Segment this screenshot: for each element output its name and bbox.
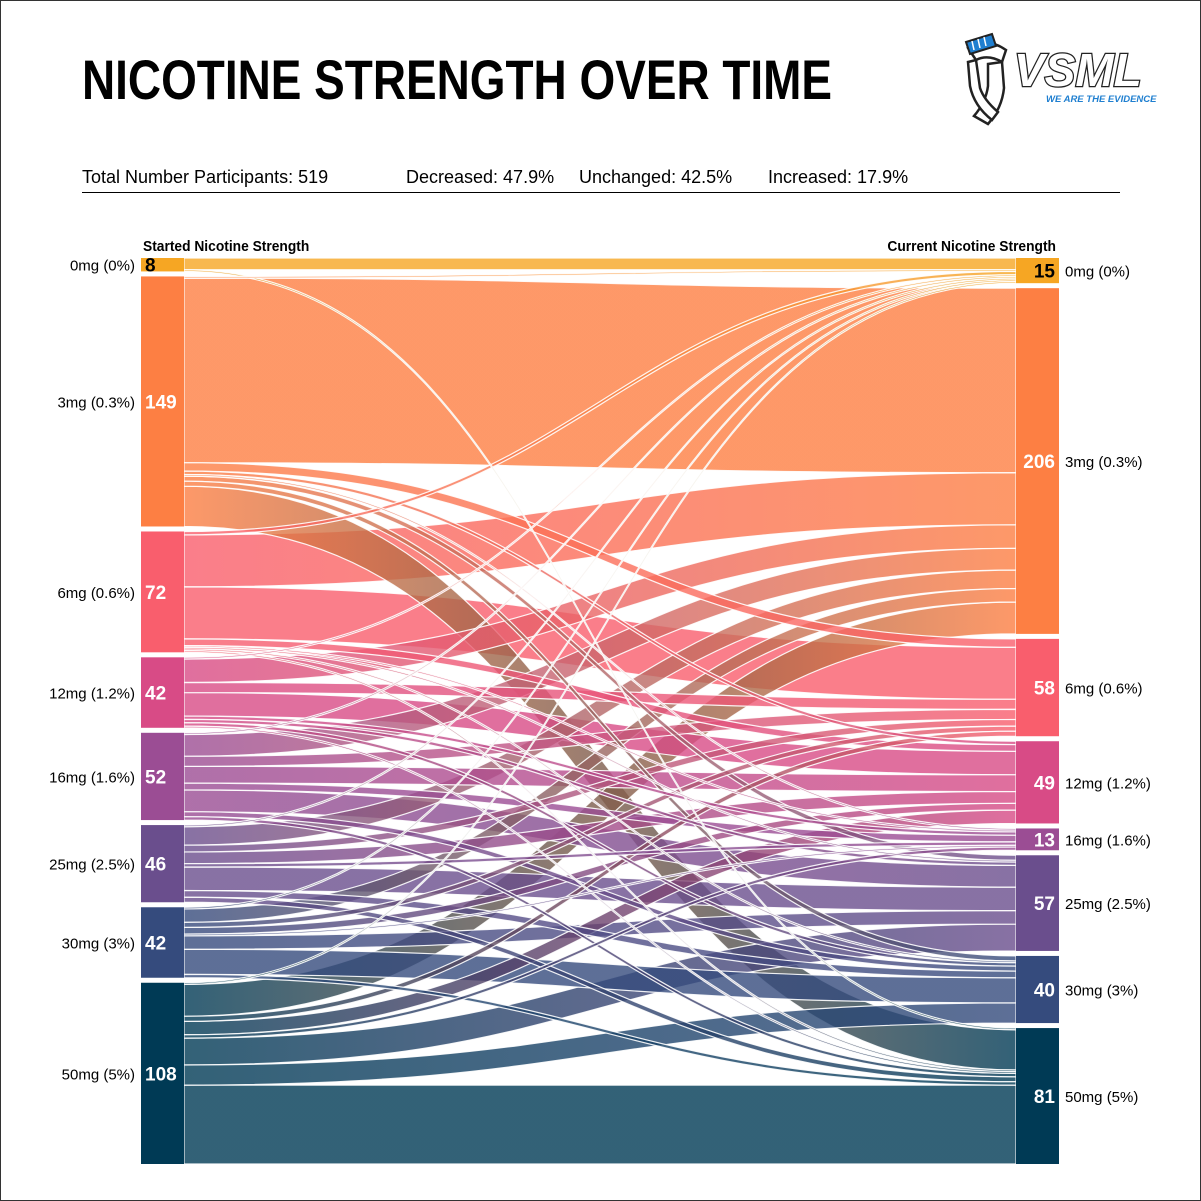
left-node-16mg bbox=[141, 732, 184, 821]
left-node-value: 8 bbox=[145, 256, 156, 277]
right-node-value: 15 bbox=[1034, 262, 1056, 283]
left-node-label: 0mg (0%) bbox=[70, 258, 135, 275]
flow-50mg-to-25mg bbox=[183, 923, 1017, 1066]
vsml-logo: VSML WE ARE THE EVIDENCE bbox=[964, 32, 1157, 126]
right-node-50mg bbox=[1016, 1028, 1059, 1164]
left-node-label: 16mg (1.6%) bbox=[49, 769, 135, 786]
right-node-label: 25mg (2.5%) bbox=[1065, 896, 1151, 913]
nodes-layer bbox=[141, 258, 1059, 1164]
left-node-label: 12mg (1.2%) bbox=[49, 686, 135, 703]
left-node-3mg bbox=[141, 276, 184, 527]
right-node-label: 50mg (5%) bbox=[1065, 1089, 1138, 1106]
right-node-30mg bbox=[1016, 955, 1059, 1024]
left-node-value: 72 bbox=[145, 583, 166, 604]
right-header: Current Nicotine Strength bbox=[887, 239, 1056, 256]
summary-stats: Total Number Participants: 519 Decreased… bbox=[82, 166, 1120, 193]
links-layer bbox=[183, 257, 1017, 1165]
left-node-12mg bbox=[141, 657, 184, 728]
right-node-value: 13 bbox=[1034, 830, 1055, 851]
page-title: NICOTINE STRENGTH OVER TIME bbox=[82, 48, 833, 111]
stat-decreased: Decreased: 47.9% bbox=[406, 167, 555, 187]
left-node-value: 52 bbox=[145, 767, 166, 788]
right-node-value: 58 bbox=[1034, 679, 1055, 700]
right-node-label: 6mg (0.6%) bbox=[1065, 681, 1143, 698]
right-node-6mg bbox=[1016, 638, 1059, 737]
stat-total: Total Number Participants: 519 bbox=[82, 167, 329, 187]
left-node-0mg bbox=[141, 258, 184, 272]
right-node-label: 0mg (0%) bbox=[1065, 264, 1130, 281]
right-node-value: 81 bbox=[1034, 1087, 1056, 1108]
left-node-value: 46 bbox=[145, 855, 166, 876]
ribbon-icon bbox=[964, 32, 1008, 126]
right-node-value: 57 bbox=[1034, 894, 1055, 915]
right-node-value: 40 bbox=[1034, 980, 1055, 1001]
left-node-value: 149 bbox=[145, 392, 177, 413]
right-node-label: 3mg (0.3%) bbox=[1065, 454, 1143, 471]
flow-50mg-to-16mg bbox=[183, 846, 1017, 1039]
right-node-label: 16mg (1.6%) bbox=[1065, 832, 1151, 849]
left-node-50mg bbox=[141, 982, 184, 1164]
left-node-label: 25mg (2.5%) bbox=[49, 857, 135, 874]
flow-0mg-to-0mg bbox=[183, 257, 1017, 271]
logo-tagline: WE ARE THE EVIDENCE bbox=[1046, 94, 1157, 105]
right-node-value: 206 bbox=[1023, 452, 1055, 473]
right-node-16mg bbox=[1016, 828, 1059, 851]
right-node-value: 49 bbox=[1034, 773, 1055, 794]
left-header: Started Nicotine Strength bbox=[143, 239, 309, 256]
flow-3mg-to-0mg bbox=[183, 269, 1017, 279]
left-node-value: 42 bbox=[145, 684, 166, 705]
left-node-6mg bbox=[141, 531, 184, 653]
left-node-label: 3mg (0.3%) bbox=[57, 394, 135, 411]
left-node-label: 50mg (5%) bbox=[62, 1066, 135, 1083]
left-node-value: 42 bbox=[145, 934, 166, 955]
logo-wordmark: VSML bbox=[1014, 44, 1142, 96]
right-node-0mg bbox=[1016, 258, 1059, 284]
stat-increased: Increased: 17.9% bbox=[768, 167, 909, 187]
right-node-label: 30mg (3%) bbox=[1065, 982, 1138, 999]
right-node-label: 12mg (1.2%) bbox=[1065, 775, 1151, 792]
left-node-25mg bbox=[141, 825, 184, 903]
right-node-3mg bbox=[1016, 288, 1059, 634]
stat-unchanged: Unchanged: 42.5% bbox=[579, 167, 733, 187]
right-node-12mg bbox=[1016, 741, 1059, 824]
labels-layer: 8 0mg (0%) 149 3mg (0.3%) 72 6mg (0.6%) 42 12mg… bbox=[49, 256, 1151, 1108]
left-node-label: 30mg (3%) bbox=[62, 936, 135, 953]
right-node-25mg bbox=[1016, 855, 1059, 951]
flow-50mg-to-50mg bbox=[183, 1084, 1017, 1165]
left-node-value: 108 bbox=[145, 1064, 177, 1085]
left-node-label: 6mg (0.6%) bbox=[57, 585, 135, 602]
flow-50mg-to-12mg bbox=[183, 809, 1017, 1036]
left-node-30mg bbox=[141, 907, 184, 978]
